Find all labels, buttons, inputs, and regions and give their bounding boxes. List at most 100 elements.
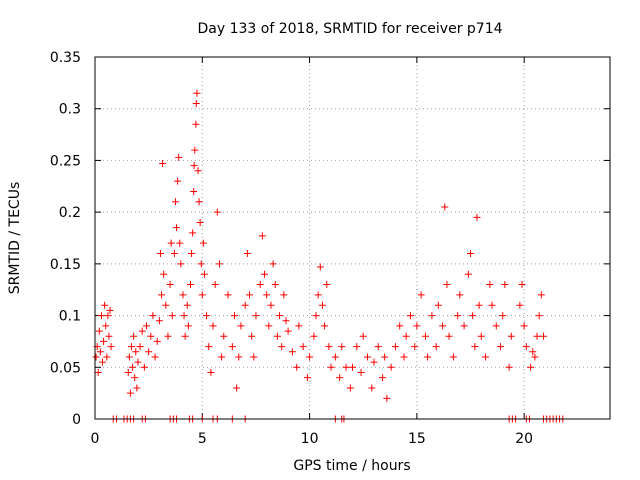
data-point [486, 281, 494, 289]
data-point [107, 343, 115, 351]
data-point [261, 270, 269, 278]
data-point [383, 394, 391, 402]
data-point [248, 332, 256, 340]
data-point [349, 363, 356, 371]
data-point [338, 343, 346, 351]
data-point [166, 281, 174, 289]
data-point [456, 291, 464, 299]
data-point [323, 281, 331, 289]
data-point [469, 312, 477, 320]
data-point [359, 332, 367, 340]
data-point [184, 322, 192, 330]
data-point [207, 368, 215, 376]
data-point [153, 337, 161, 345]
data-point [379, 374, 387, 382]
data-point [265, 322, 273, 330]
tick-label-layer: 0 0.05 0.1 0.15 0.2 0.25 0.3 0.35 0 5 10 15 20 [50, 50, 533, 447]
data-point [158, 291, 166, 299]
data-point [149, 312, 157, 320]
data-point [400, 353, 408, 361]
data-point [391, 343, 399, 351]
data-point [181, 332, 189, 340]
data-point [374, 343, 382, 351]
data-point [387, 363, 395, 371]
data-point [155, 317, 163, 325]
x-axis-label: GPS time / hours [293, 458, 410, 474]
data-point [295, 322, 303, 330]
y-tick-label: 0.3 [59, 102, 81, 118]
y-axis-label: SRMTID / TECUs [7, 182, 23, 295]
data-point [276, 312, 284, 320]
data-point [180, 312, 188, 320]
data-point [413, 322, 421, 330]
data-point [473, 213, 481, 221]
y-tick-label: 0.25 [50, 153, 81, 169]
data-point [126, 389, 134, 397]
data-point [220, 332, 228, 340]
data-point [439, 322, 447, 330]
data-point [278, 343, 286, 351]
data-point [325, 343, 333, 351]
data-point [327, 363, 335, 371]
data-point [102, 322, 110, 330]
data-point [125, 353, 133, 361]
data-point [189, 229, 197, 237]
data-point [133, 384, 141, 392]
data-point [243, 250, 251, 258]
data-point [106, 306, 114, 314]
data-point [96, 348, 104, 356]
data-point [147, 332, 155, 340]
data-point [95, 327, 103, 335]
data-point [346, 384, 354, 392]
data-point [145, 348, 153, 356]
data-point [258, 232, 266, 240]
data-point [303, 374, 311, 382]
data-point [228, 343, 236, 351]
data-point [233, 384, 241, 392]
data-point [445, 332, 453, 340]
data-point [381, 353, 389, 361]
data-point [529, 348, 537, 356]
data-point [467, 250, 475, 258]
data-point [124, 368, 132, 376]
data-point [92, 353, 100, 361]
data-point [143, 322, 150, 330]
data-point [424, 353, 432, 361]
data-point [138, 327, 146, 335]
data-point [237, 322, 245, 330]
data-point [179, 291, 187, 299]
data-point [336, 374, 344, 382]
data-point [199, 239, 207, 247]
data-point [441, 203, 449, 211]
data-point [188, 250, 196, 258]
data-point [357, 368, 365, 376]
data-point [531, 353, 539, 361]
data-point [191, 146, 199, 154]
data-point [364, 353, 372, 361]
data-point [417, 291, 425, 299]
data-point [205, 343, 213, 351]
data-point [312, 312, 320, 320]
plot-frame [94, 56, 611, 420]
data-point [215, 260, 223, 268]
data-point [132, 348, 140, 356]
x-tick-label: 0 [91, 431, 100, 447]
data-point [193, 89, 201, 97]
data-point [224, 291, 232, 299]
data-point [230, 312, 238, 320]
data-point [241, 301, 249, 309]
data-point [209, 322, 217, 330]
data-point [321, 322, 329, 330]
data-point [267, 301, 275, 309]
data-point [293, 363, 301, 371]
data-point [190, 187, 198, 195]
data-point [497, 343, 505, 351]
data-point [482, 353, 490, 361]
data-point [194, 167, 202, 175]
data-point [162, 301, 170, 309]
y-tick-label: 0.05 [50, 360, 81, 376]
point-layer [92, 89, 567, 423]
data-point [449, 353, 457, 361]
data-point [167, 239, 175, 247]
data-point [306, 353, 314, 361]
